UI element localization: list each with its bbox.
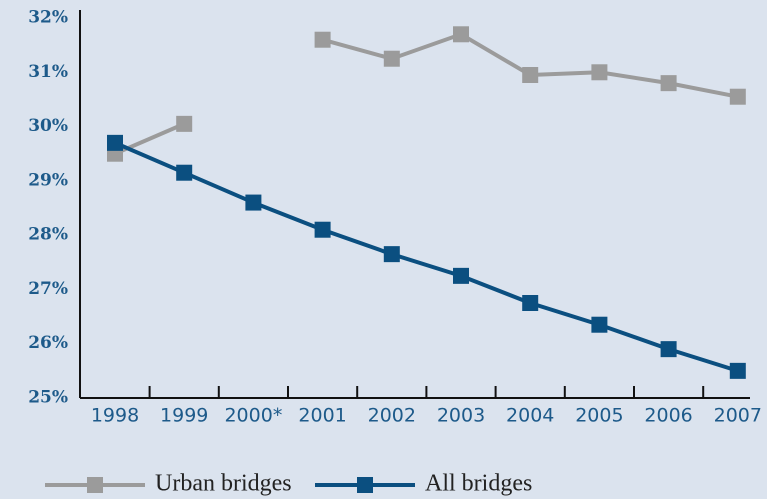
x-tick-label: 2003 [437, 405, 485, 427]
point [245, 194, 262, 211]
y-tick-label: 31% [28, 62, 68, 82]
x-tick-label: 2000* [224, 405, 282, 427]
point [107, 134, 123, 151]
point [176, 115, 193, 132]
x-tick-label: 2006 [644, 405, 692, 427]
point [729, 362, 746, 379]
legend-marker [357, 477, 373, 493]
legend-label: All bridges [425, 471, 532, 497]
y-tick-label: 25% [28, 388, 68, 408]
x-tick-label: 1999 [160, 405, 208, 427]
series-line [114, 141, 739, 373]
x-tick-label: 2007 [714, 405, 762, 427]
y-tick-label: 27% [28, 279, 68, 299]
point [591, 64, 608, 81]
point [660, 75, 677, 92]
point [522, 295, 539, 311]
x-tick-label: 2005 [575, 405, 623, 427]
y-tick-label: 32% [28, 8, 68, 28]
point [176, 164, 193, 181]
point [522, 67, 539, 83]
x-tick-label: 1998 [91, 405, 139, 427]
point [591, 316, 608, 333]
point [453, 26, 469, 43]
x-tick-label: 2004 [506, 405, 554, 427]
y-tick-label: 30% [28, 116, 68, 136]
point [314, 31, 331, 48]
point [314, 221, 331, 238]
point [660, 341, 677, 358]
x-tick-label: 2002 [368, 405, 416, 427]
y-tick-label: 26% [28, 333, 68, 353]
point [729, 88, 746, 105]
legend-label: Urban bridges [155, 471, 292, 497]
y-tick-label: 29% [28, 170, 68, 190]
point [383, 246, 400, 263]
y-tick-label: 28% [28, 225, 68, 245]
point [453, 267, 469, 284]
legend-marker [87, 477, 103, 493]
x-tick-label: 2001 [298, 405, 346, 427]
point [383, 50, 400, 67]
